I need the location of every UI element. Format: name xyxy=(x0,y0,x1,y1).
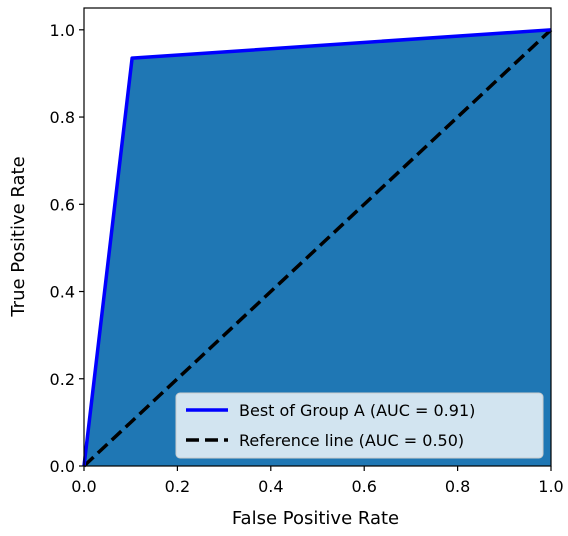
y-tick-label: 0.2 xyxy=(50,370,75,389)
x-axis-label: False Positive Rate xyxy=(232,508,399,529)
y-tick-label: 0.4 xyxy=(50,283,75,302)
reference-line xyxy=(82,28,553,468)
y-tick-label: 1.0 xyxy=(50,21,75,40)
y-axis-label: True Positive Rate xyxy=(8,156,29,317)
x-tick-label: 0.4 xyxy=(258,477,283,496)
x-tick-label: 0.6 xyxy=(351,477,376,496)
y-tick-label: 0.8 xyxy=(50,108,75,127)
legend-entry-label: Reference line (AUC = 0.50) xyxy=(239,431,464,450)
x-tick-label: 0.0 xyxy=(71,477,96,496)
x-tick-label: 1.0 xyxy=(538,477,563,496)
y-tick-label: 0.6 xyxy=(50,195,75,214)
x-tick-label: 0.2 xyxy=(165,477,190,496)
legend-box xyxy=(175,392,544,459)
roc-curve-line xyxy=(82,28,552,467)
y-tick-label: 0.0 xyxy=(50,457,75,476)
plot-frame xyxy=(83,7,552,467)
legend-entry-label: Best of Group A (AUC = 0.91) xyxy=(239,401,475,420)
x-tick-label: 0.8 xyxy=(445,477,470,496)
